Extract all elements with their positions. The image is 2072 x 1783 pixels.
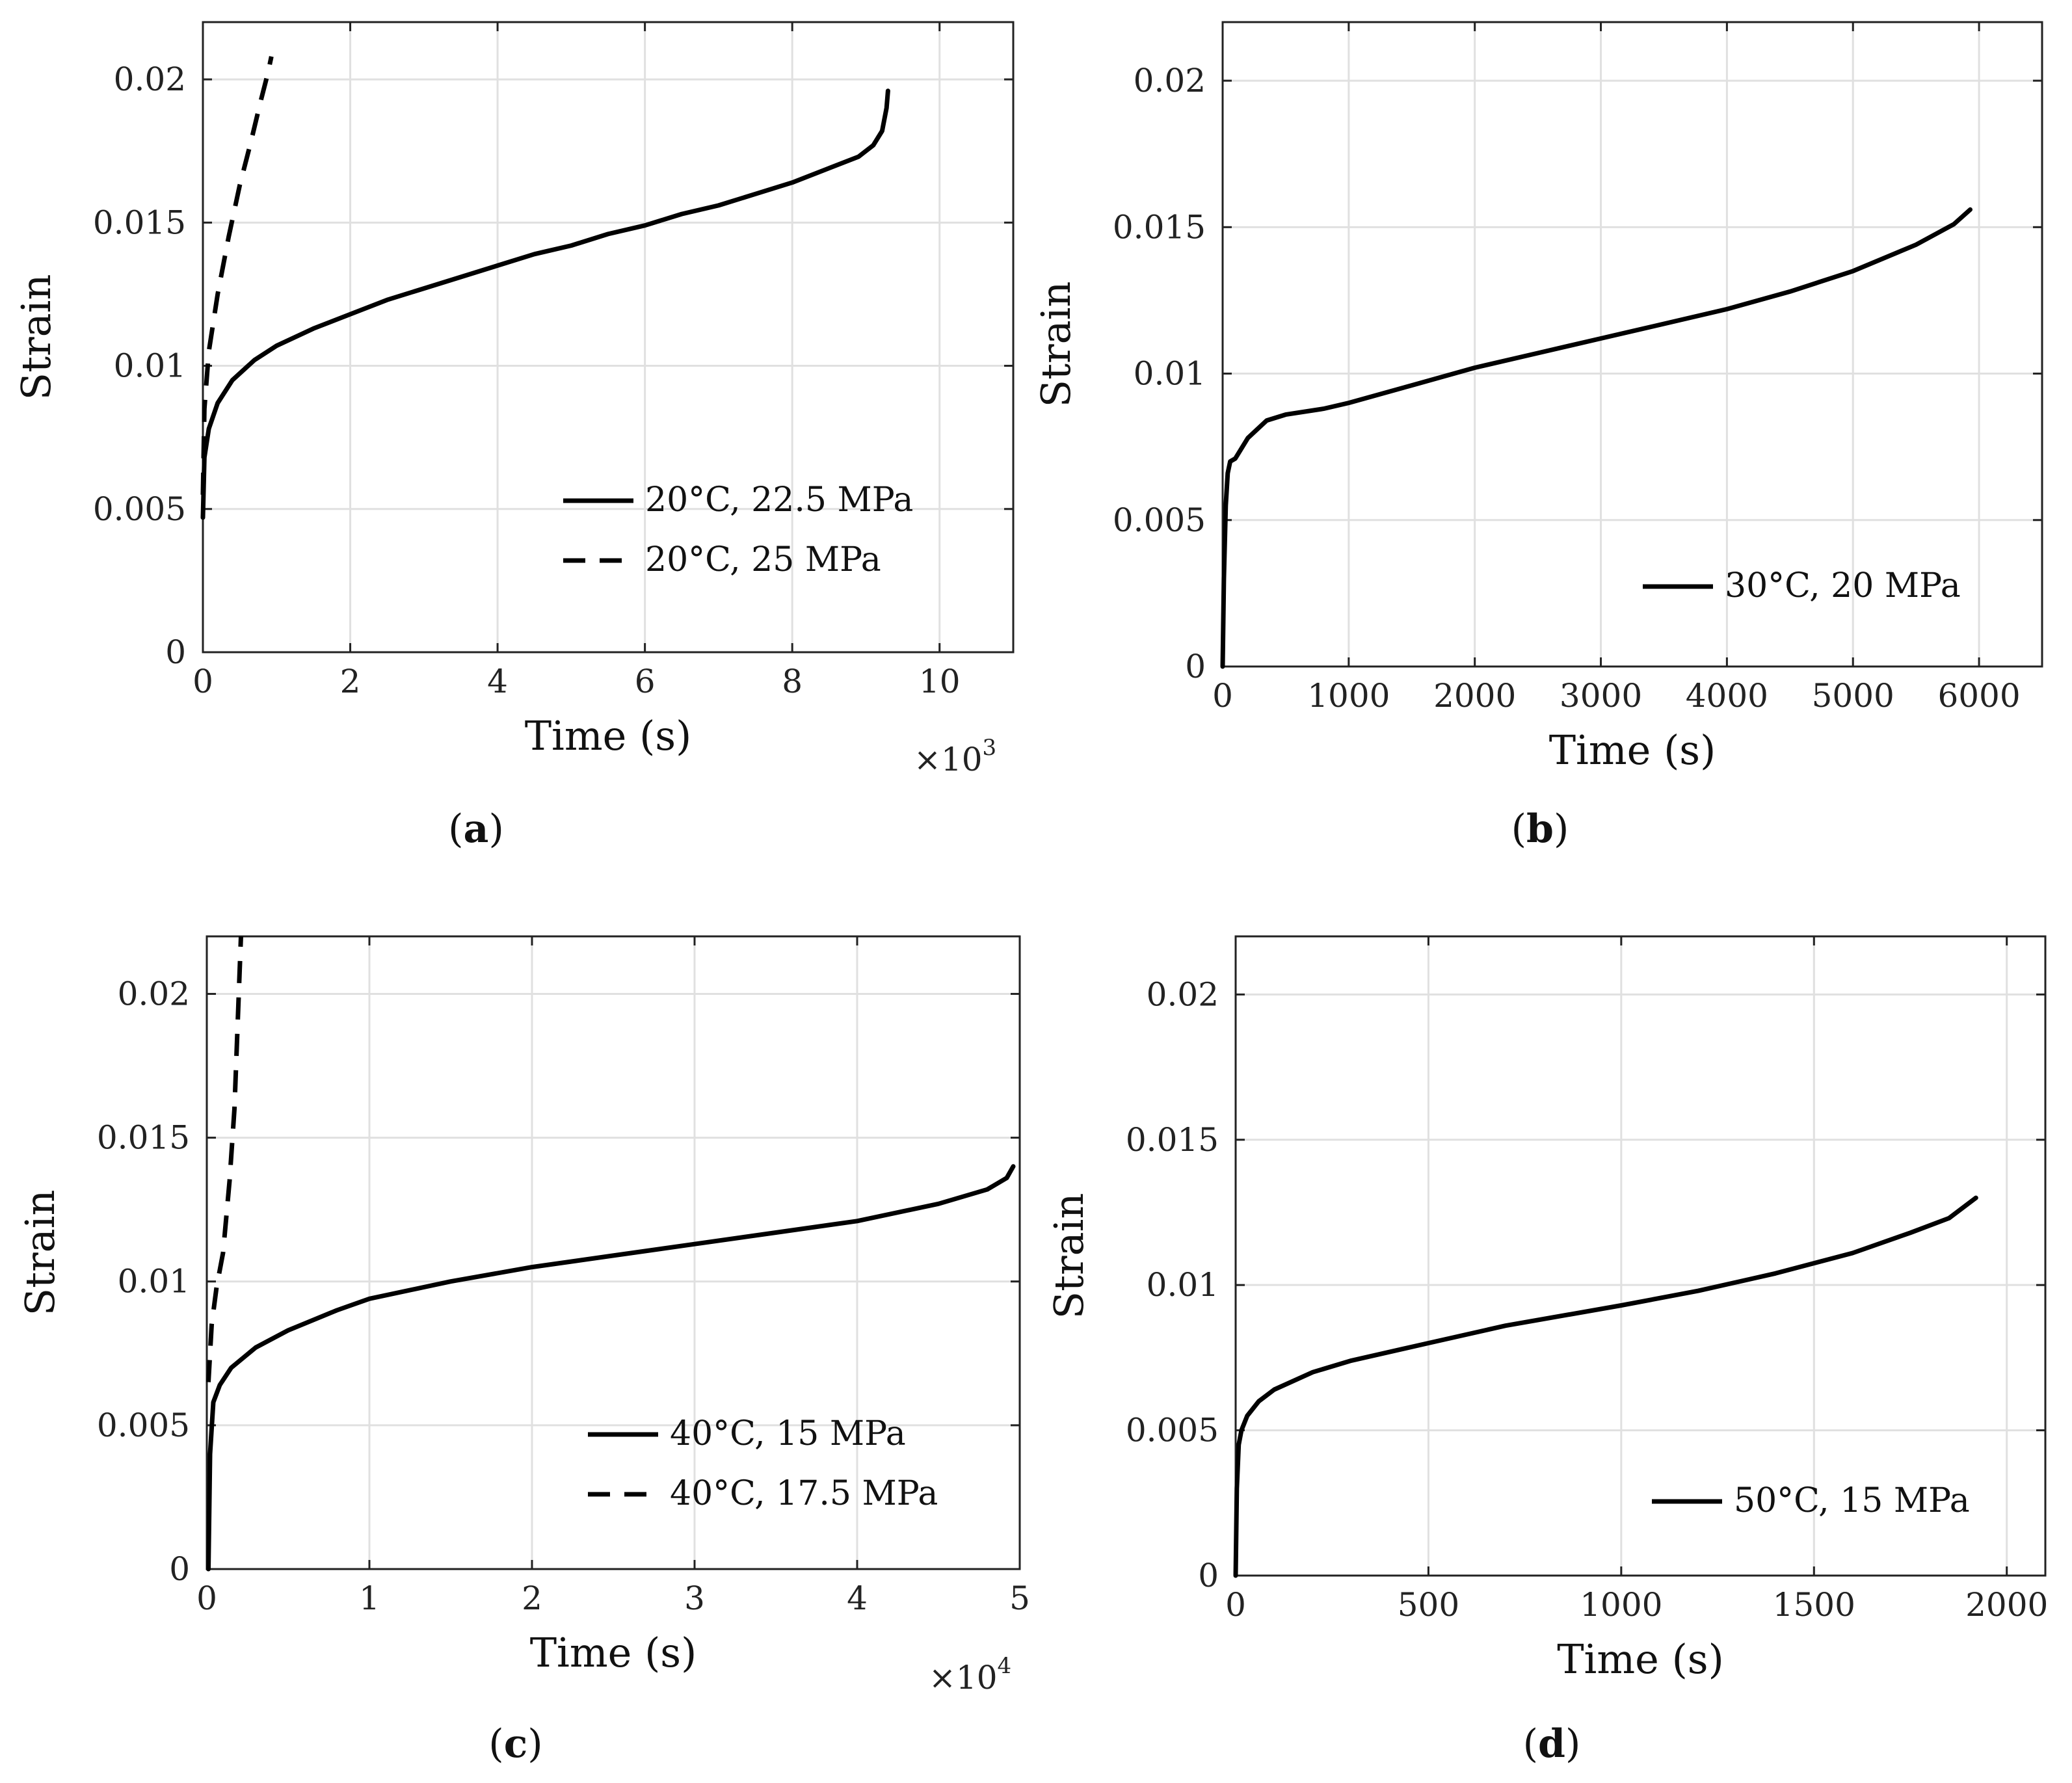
y-tick-label: 0.02	[118, 975, 190, 1012]
series-line-solid	[1220, 207, 1972, 669]
x-tick-label: 5000	[1812, 677, 1894, 715]
y-axis-label: Strain	[16, 1190, 64, 1316]
caption-open-paren: (	[1523, 1721, 1538, 1767]
chart-panel-d: 0 500 1000 1500 2000 0 0.005 0.01 0.015 0.02 Time …	[1045, 935, 2048, 1767]
legend-label: 50°C, 15 MPa	[1734, 1481, 1970, 1520]
plot-frame	[202, 21, 1015, 654]
y-tick-label: 0.005	[93, 490, 186, 528]
legend-label: 40°C, 15 MPa	[670, 1414, 906, 1453]
x-axis-label: Time (s)	[1549, 726, 1716, 774]
legend-label: 20°C, 25 MPa	[645, 540, 881, 579]
chart-panel-a: 0 2 4 6 8 10 0 0.005 0.01 0.015 0.02 Time (s) Strain…	[12, 21, 1015, 852]
x-tick-label: 0	[196, 1579, 217, 1617]
x-tick-label: 1000	[1307, 677, 1390, 715]
x-tick-label: 500	[1398, 1586, 1459, 1624]
x-axis-exponent-base: ×10	[929, 1659, 998, 1697]
series-line-dashed	[206, 936, 243, 1382]
caption-letter: a	[464, 806, 489, 852]
x-tick-label: 2	[340, 663, 361, 700]
y-tick-label: 0.015	[93, 204, 186, 241]
x-tick-label: 0	[193, 663, 213, 700]
series-line-solid	[206, 1164, 1016, 1572]
x-tick-label: 1000	[1580, 1586, 1662, 1624]
x-axis-label: Time (s)	[530, 1629, 697, 1676]
series-line-dashed	[200, 56, 274, 495]
x-tick-label: 2000	[1433, 677, 1516, 715]
x-tick-label: 4000	[1686, 677, 1768, 715]
x-tick-label: 6000	[1937, 677, 2020, 715]
y-axis-label: Strain	[12, 274, 60, 401]
y-axis-label: Strain	[1032, 282, 1080, 408]
x-tick-label: 3000	[1560, 677, 1642, 715]
series-line-solid	[1233, 1195, 1978, 1578]
x-tick-label: 4	[487, 663, 508, 700]
caption-letter: d	[1538, 1721, 1565, 1767]
legend-label: 30°C, 20 MPa	[1725, 566, 1961, 605]
chart-panel-c: 0 1 2 3 4 5 0 0.005 0.01 0.015 0.02 Time (s) Strain ×…	[16, 935, 1030, 1767]
y-tick-label: 0.005	[1113, 501, 1206, 539]
panel-caption: (c)	[488, 1721, 542, 1767]
x-axis-label: Time (s)	[1557, 1635, 1724, 1683]
plot-frame	[1221, 21, 2043, 668]
x-axis-exponent-power: 3	[983, 735, 997, 761]
x-tick-label: 8	[782, 663, 803, 700]
x-axis-exponent-power: 4	[998, 1653, 1012, 1679]
x-tick-label: 6	[635, 663, 656, 700]
y-tick-label: 0.01	[114, 347, 186, 385]
caption-close-paren: )	[1554, 806, 1569, 852]
x-tick-label: 2000	[1965, 1586, 2048, 1624]
caption-open-paren: (	[1511, 806, 1526, 852]
x-axis-exponent: ×103	[914, 735, 996, 778]
x-tick-label: 0	[1212, 677, 1233, 715]
legend-label: 40°C, 17.5 MPa	[670, 1474, 938, 1513]
x-tick-label: 4	[847, 1579, 868, 1617]
caption-open-paren: (	[448, 806, 463, 852]
caption-close-paren: )	[1565, 1721, 1580, 1767]
y-tick-label: 0.005	[1126, 1412, 1219, 1449]
panel-caption: (a)	[448, 806, 504, 852]
panel-caption: (d)	[1523, 1721, 1581, 1767]
caption-open-paren: (	[488, 1721, 503, 1767]
x-tick-label: 2	[522, 1579, 542, 1617]
y-tick-label: 0.02	[1147, 975, 1219, 1013]
x-tick-label: 10	[919, 663, 961, 700]
y-tick-label: 0.01	[1134, 355, 1206, 393]
plot-frame	[206, 935, 1021, 1570]
caption-letter: c	[504, 1721, 528, 1767]
panel-caption: (b)	[1511, 806, 1569, 852]
series-line-solid	[200, 88, 890, 520]
x-tick-label: 5	[1009, 1579, 1030, 1617]
y-tick-label: 0.02	[1134, 62, 1206, 99]
x-tick-label: 1	[359, 1579, 380, 1617]
x-axis-exponent: ×104	[929, 1653, 1011, 1697]
caption-close-paren: )	[488, 806, 503, 852]
y-tick-label: 0	[165, 633, 186, 671]
x-axis-exponent-base: ×10	[914, 741, 983, 778]
y-tick-label: 0.015	[97, 1119, 190, 1157]
x-tick-label: 1500	[1773, 1586, 1855, 1624]
x-axis-label: Time (s)	[525, 712, 692, 759]
x-tick-label: 3	[684, 1579, 705, 1617]
y-tick-label: 0.005	[97, 1407, 190, 1444]
y-tick-label: 0	[169, 1550, 190, 1588]
legend-label: 20°C, 22.5 MPa	[645, 481, 913, 520]
caption-letter: b	[1526, 806, 1554, 852]
y-tick-label: 0.015	[1126, 1121, 1219, 1159]
y-tick-label: 0.02	[114, 60, 186, 98]
y-tick-label: 0	[1198, 1557, 1219, 1594]
y-tick-label: 0	[1185, 648, 1206, 685]
y-axis-label: Strain	[1045, 1193, 1093, 1319]
caption-close-paren: )	[527, 1721, 542, 1767]
y-tick-label: 0.015	[1113, 208, 1206, 246]
plot-frame	[1234, 935, 2047, 1577]
y-tick-label: 0.01	[1147, 1266, 1219, 1304]
y-tick-label: 0.01	[118, 1263, 190, 1301]
chart-panel-b: 0 1000 2000 3000 4000 5000 6000 0 0.005 0.01 0.015…	[1032, 21, 2043, 852]
x-tick-label: 0	[1225, 1586, 1246, 1624]
